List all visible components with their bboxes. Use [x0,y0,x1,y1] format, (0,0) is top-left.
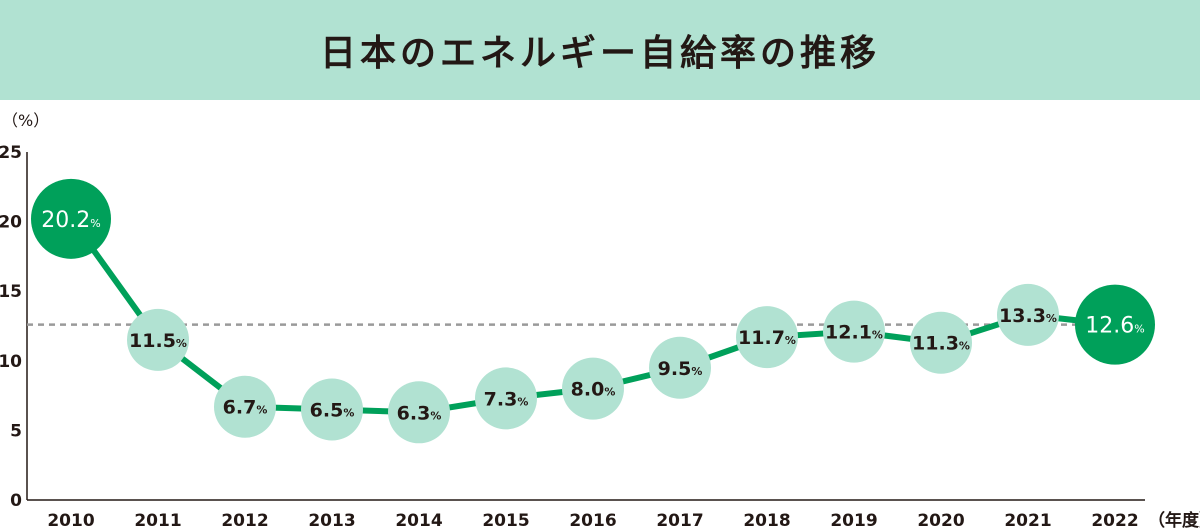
data-marker [997,283,1059,346]
data-label: 7.3% [484,388,529,410]
data-label: 11.5% [129,330,187,352]
data-label-unit: % [430,409,441,422]
data-label-value: 20.2 [41,208,90,233]
x-tick-label: 2016 [569,511,616,530]
data-label-value: 9.5 [658,358,692,380]
x-axis-label: （年度） [1148,510,1200,530]
x-tick-label: 2022 [1091,511,1138,530]
data-marker [910,311,972,374]
data-label: 6.5% [310,400,355,422]
data-marker [301,378,363,441]
x-tick-label: 2010 [47,511,94,530]
data-label-value: 13.3 [999,305,1046,327]
data-label-unit: % [517,395,528,408]
data-label-value: 11.7 [738,327,785,349]
x-tick-label: 2014 [395,511,442,530]
data-label-value: 7.3 [484,388,518,410]
y-axis-label: （%） [2,111,49,130]
data-label-unit: % [785,334,796,347]
data-label: 12.6% [1085,314,1144,339]
data-label-value: 12.1 [825,322,872,344]
x-tick-label: 2021 [1004,511,1051,530]
data-label: 13.3% [999,305,1057,327]
data-label-unit: % [256,404,267,417]
data-marker [562,357,624,420]
y-tick-label: 5 [10,421,22,441]
data-label-value: 11.5 [129,330,176,352]
y-tick-label: 15 [0,282,22,302]
y-tick-label: 25 [0,143,22,163]
x-tick-label: 2019 [830,511,877,530]
data-label-unit: % [691,365,702,378]
data-label: 8.0% [571,379,616,401]
data-label-unit: % [176,337,187,350]
x-tick-label: 2017 [656,511,703,530]
data-label-unit: % [1134,323,1144,336]
x-tick-label: 2011 [134,511,181,530]
title-banner: 日本のエネルギー自給率の推移 [0,0,1200,100]
data-label-value: 11.3 [912,333,959,355]
data-marker [736,306,798,369]
data-label-unit: % [872,329,883,342]
data-label-unit: % [959,340,970,353]
data-marker [214,375,276,438]
data-label: 9.5% [658,358,703,380]
data-label: 12.1% [825,322,883,344]
highlight-marker [31,178,111,259]
data-label-value: 6.3 [397,402,431,424]
data-marker [388,381,450,444]
x-tick-label: 2013 [308,511,355,530]
data-label-value: 12.6 [1085,314,1134,339]
x-tick-label: 2015 [482,511,529,530]
data-label: 11.3% [912,333,970,355]
chart-title: 日本のエネルギー自給率の推移 [319,33,880,74]
data-label: 20.2% [41,208,100,233]
highlight-marker [1075,284,1155,365]
data-label-value: 6.5 [310,400,344,422]
data-marker [127,308,189,371]
data-label-unit: % [604,386,615,399]
data-label-unit: % [90,217,100,230]
data-label-value: 6.7 [223,397,257,419]
x-tick-label: 2018 [743,511,790,530]
data-marker [649,336,711,399]
data-label-unit: % [1046,312,1057,325]
y-tick-label: 20 [0,213,22,233]
x-tick-label: 2020 [917,511,964,530]
data-marker [475,367,537,430]
data-label: 11.7% [738,327,796,349]
data-label-unit: % [343,407,354,420]
x-tick-label: 2012 [221,511,268,530]
y-tick-label: 0 [10,491,22,511]
data-label: 6.7% [223,397,268,419]
data-marker [823,300,885,363]
data-label: 6.3% [397,402,442,424]
y-tick-label: 10 [0,352,22,372]
data-label-value: 8.0 [571,379,605,401]
